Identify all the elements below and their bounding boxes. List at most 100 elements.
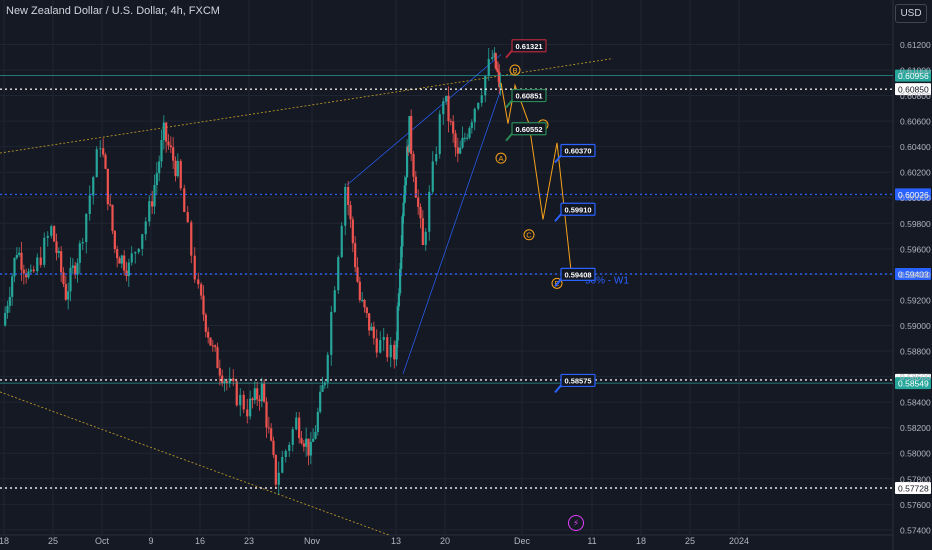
price-callout[interactable] [560, 143, 596, 158]
price-callout[interactable] [560, 267, 596, 281]
candle-body [78, 243, 81, 263]
candle-body [6, 305, 9, 313]
callout-pointer [554, 384, 562, 394]
price-tick-label: 0.59600 [900, 244, 931, 254]
candle-body [368, 313, 371, 331]
lightning-icon[interactable]: ⚡ [568, 515, 584, 531]
candle-body [151, 201, 154, 207]
price-level-badge[interactable] [895, 481, 931, 494]
price-tick-label: 0.57400 [900, 525, 931, 535]
price-level-label: 0.59403 [898, 270, 929, 280]
candle-body [8, 296, 11, 306]
candle-body [36, 257, 39, 272]
price-level-badge[interactable] [895, 268, 931, 281]
time-tick-label: 18 [636, 536, 646, 546]
candle-body [417, 197, 420, 207]
candle-body [153, 184, 156, 207]
price-tick-label: 0.57800 [900, 474, 931, 484]
trendlines[interactable] [0, 54, 614, 536]
price-level-badge[interactable] [895, 69, 931, 82]
price-callout[interactable] [560, 202, 596, 216]
time-axis[interactable]: 18 25 Oct 9 16 23 Nov 13 20 Dec 11 18 25 2024 [0, 536, 749, 546]
price-tick-label: 0.59000 [900, 321, 931, 331]
candle-body [473, 108, 476, 123]
candle-body [155, 173, 158, 185]
candle-body [46, 235, 49, 238]
candle-body [277, 472, 280, 485]
candle-body [484, 76, 487, 96]
price-level-badge[interactable] [895, 188, 931, 201]
candle-body [169, 145, 172, 148]
candle-body [258, 399, 261, 402]
candle-body [312, 438, 315, 442]
candle-body [218, 368, 221, 376]
price-callout[interactable] [511, 39, 547, 53]
price-callout-label: 0.58575 [564, 377, 591, 386]
currency-button[interactable]: USD [895, 4, 927, 23]
price-callout[interactable] [511, 122, 547, 136]
candle-body [172, 147, 175, 161]
horizontal-levels[interactable]: 0.609560.608500.600260.594030.585740.585… [0, 69, 931, 494]
candle-body [214, 345, 217, 348]
candlesticks [4, 47, 502, 495]
price-tick-label: 0.58200 [900, 423, 931, 433]
candle-body [363, 299, 366, 308]
callout-pointer [554, 278, 562, 288]
lower-trendline[interactable] [0, 391, 390, 536]
channel-upper-line[interactable] [346, 54, 502, 186]
candle-body [274, 454, 277, 485]
time-tick-label: 16 [195, 536, 205, 546]
candle-body [141, 234, 144, 249]
candle-body [326, 354, 329, 383]
candle-body [242, 394, 245, 410]
candle-body [323, 382, 326, 386]
candle-body [309, 441, 312, 456]
candle-body [419, 206, 422, 219]
candle-body [200, 284, 203, 296]
candle-body [421, 218, 424, 246]
candle-body [349, 205, 352, 220]
channel-lower-line[interactable] [402, 89, 502, 375]
price-tick-label: 0.61200 [900, 40, 931, 50]
wave-projection-path[interactable] [500, 82, 572, 271]
candle-body [134, 252, 137, 254]
price-level-label: 0.57728 [898, 483, 929, 493]
candle-body [452, 121, 455, 134]
candle-body [361, 299, 364, 301]
candle-body [408, 116, 411, 153]
price-axis[interactable]: 0.61200 0.61000 0.60800 0.60600 0.60400 0.602… [900, 40, 931, 535]
candle-body [221, 375, 224, 384]
candle-body [365, 307, 368, 314]
price-level-badge[interactable] [895, 83, 931, 96]
candle-body [307, 438, 310, 456]
price-callout[interactable] [560, 373, 596, 388]
candle-body [148, 201, 151, 222]
candle-body [232, 378, 235, 382]
candle-body [190, 222, 193, 256]
price-level-badge[interactable] [895, 377, 931, 390]
candle-body [428, 191, 431, 232]
candle-body [81, 242, 84, 244]
candle-body [412, 153, 415, 177]
candle-body [104, 154, 107, 169]
candle-body [111, 205, 114, 231]
candle-body [118, 258, 121, 264]
candle-body [165, 122, 168, 142]
price-callouts[interactable]: 0.61321 0.60851 0.60552 0.60370 0.59910 0.594… [505, 39, 596, 394]
candle-body [265, 401, 268, 428]
candle-body [71, 265, 74, 268]
price-level-label: 0.58549 [898, 379, 929, 389]
candle-body [249, 398, 252, 417]
upper-trendline[interactable] [0, 58, 614, 154]
candle-body [379, 340, 382, 353]
candle-body [333, 290, 336, 312]
candle-body [85, 213, 88, 243]
candle-body [431, 161, 434, 192]
price-tick-label: 0.60800 [900, 91, 931, 101]
candle-body [477, 102, 480, 109]
candle-body [116, 249, 119, 259]
candle-body [109, 204, 112, 206]
price-callout[interactable] [511, 88, 547, 103]
candle-body [27, 271, 30, 278]
